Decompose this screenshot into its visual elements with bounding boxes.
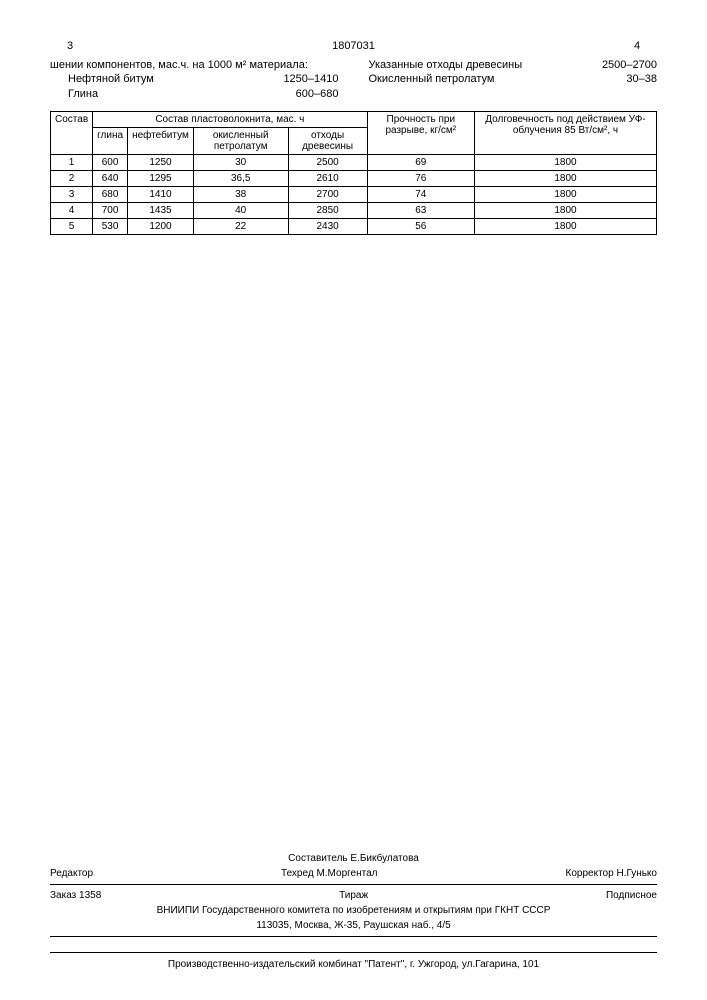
right-column: Указанные отходы древесины 2500–2700 Оки… xyxy=(369,58,658,101)
table-cell: 2610 xyxy=(288,170,367,186)
col-strength: Прочность при разрыве, кг/см² xyxy=(367,111,474,154)
spec-line: Нефтяной битум 1250–1410 xyxy=(50,72,339,86)
table-cell: 1250 xyxy=(128,154,194,170)
table-cell: 63 xyxy=(367,202,474,218)
intro-text: шении компонентов, мас.ч. на 1000 м² мат… xyxy=(50,58,339,72)
table-cell: 1800 xyxy=(474,186,656,202)
table-cell: 3 xyxy=(51,186,93,202)
spec-value: 600–680 xyxy=(296,87,339,101)
editor-label: Редактор xyxy=(50,868,93,879)
table-row: 55301200222430561800 xyxy=(51,218,657,234)
spec-line: Указанные отходы древесины 2500–2700 xyxy=(369,58,658,72)
table-cell: 4 xyxy=(51,202,93,218)
compiler: Составитель Е.Бикбулатова xyxy=(50,851,657,866)
spec-line: Окисленный петролатум 30–38 xyxy=(369,72,658,86)
table-cell: 22 xyxy=(193,218,288,234)
table-cell: 2500 xyxy=(288,154,367,170)
table-row: 2640129536,52610761800 xyxy=(51,170,657,186)
table-cell: 1410 xyxy=(128,186,194,202)
table-cell: 2850 xyxy=(288,202,367,218)
subcol: окисленный петролатум xyxy=(193,127,288,154)
col-sostav: Состав xyxy=(51,111,93,154)
publisher-line: Производственно-издательский комбинат "П… xyxy=(50,952,657,970)
corrector: Корректор Н.Гунько xyxy=(566,868,657,879)
table-cell: 1800 xyxy=(474,154,656,170)
table-cell: 76 xyxy=(367,170,474,186)
tech: Техред М.Моргентал xyxy=(281,868,377,879)
table-cell: 2430 xyxy=(288,218,367,234)
table-header-row: Состав Состав пластоволокнита, мас. ч Пр… xyxy=(51,111,657,127)
subcol: отходы древесины xyxy=(288,127,367,154)
table-cell: 640 xyxy=(93,170,128,186)
spec-line: Глина 600–680 xyxy=(50,87,339,101)
table-cell: 1 xyxy=(51,154,93,170)
org1: ВНИИПИ Государственного комитета по изоб… xyxy=(50,903,657,918)
publisher: Производственно-издательский комбинат "П… xyxy=(168,959,539,970)
table-cell: 74 xyxy=(367,186,474,202)
spec-value: 30–38 xyxy=(626,72,657,86)
spec-label: Глина xyxy=(68,87,98,101)
spec-label: Окисленный петролатум xyxy=(369,72,495,86)
table-cell: 38 xyxy=(193,186,288,202)
table-cell: 2700 xyxy=(288,186,367,202)
table-row: 36801410382700741800 xyxy=(51,186,657,202)
subcol: глина xyxy=(93,127,128,154)
table-cell: 680 xyxy=(93,186,128,202)
table-cell: 1435 xyxy=(128,202,194,218)
footer-block: Составитель Е.Бикбулатова Редактор Техре… xyxy=(50,851,657,940)
order: Заказ 1358 xyxy=(50,890,101,901)
table-cell: 36,5 xyxy=(193,170,288,186)
table-cell: 1800 xyxy=(474,218,656,234)
org2: 113035, Москва, Ж-35, Раушская наб., 4/5 xyxy=(50,918,657,933)
table-cell: 1800 xyxy=(474,202,656,218)
page-num-left: 3 xyxy=(50,40,90,52)
podpisnoe: Подписное xyxy=(606,890,657,901)
table-cell: 1295 xyxy=(128,170,194,186)
table-body: 160012503025006918002640129536,526107618… xyxy=(51,154,657,234)
spec-value: 1250–1410 xyxy=(283,72,338,86)
table-cell: 30 xyxy=(193,154,288,170)
table-cell: 530 xyxy=(93,218,128,234)
doc-number: 1807031 xyxy=(90,40,617,52)
data-table: Состав Состав пластоволокнита, мас. ч Пр… xyxy=(50,111,657,235)
subcol: нефтебитум xyxy=(128,127,194,154)
table-cell: 2 xyxy=(51,170,93,186)
two-column-text: шении компонентов, мас.ч. на 1000 м² мат… xyxy=(50,58,657,101)
header-row: 3 1807031 4 xyxy=(50,40,657,52)
footer-row: Заказ 1358 Тираж Подписное xyxy=(50,888,657,903)
table-cell: 40 xyxy=(193,202,288,218)
table-cell: 700 xyxy=(93,202,128,218)
page-num-right: 4 xyxy=(617,40,657,52)
col-group: Состав пластоволокнита, мас. ч xyxy=(93,111,367,127)
left-column: шении компонентов, мас.ч. на 1000 м² мат… xyxy=(50,58,339,101)
table-row: 47001435402850631800 xyxy=(51,202,657,218)
table-cell: 5 xyxy=(51,218,93,234)
table-cell: 56 xyxy=(367,218,474,234)
table-cell: 1200 xyxy=(128,218,194,234)
table-cell: 1800 xyxy=(474,170,656,186)
table-row: 16001250302500691800 xyxy=(51,154,657,170)
table-cell: 600 xyxy=(93,154,128,170)
footer-row: Редактор Техред М.Моргентал Корректор Н.… xyxy=(50,866,657,881)
tirazh: Тираж xyxy=(339,890,368,901)
table-cell: 69 xyxy=(367,154,474,170)
spec-value: 2500–2700 xyxy=(602,58,657,72)
spec-label: Указанные отходы древесины xyxy=(369,58,523,72)
col-durability: Долговечность под действием УФ-облучения… xyxy=(474,111,656,154)
spec-label: Нефтяной битум xyxy=(68,72,154,86)
